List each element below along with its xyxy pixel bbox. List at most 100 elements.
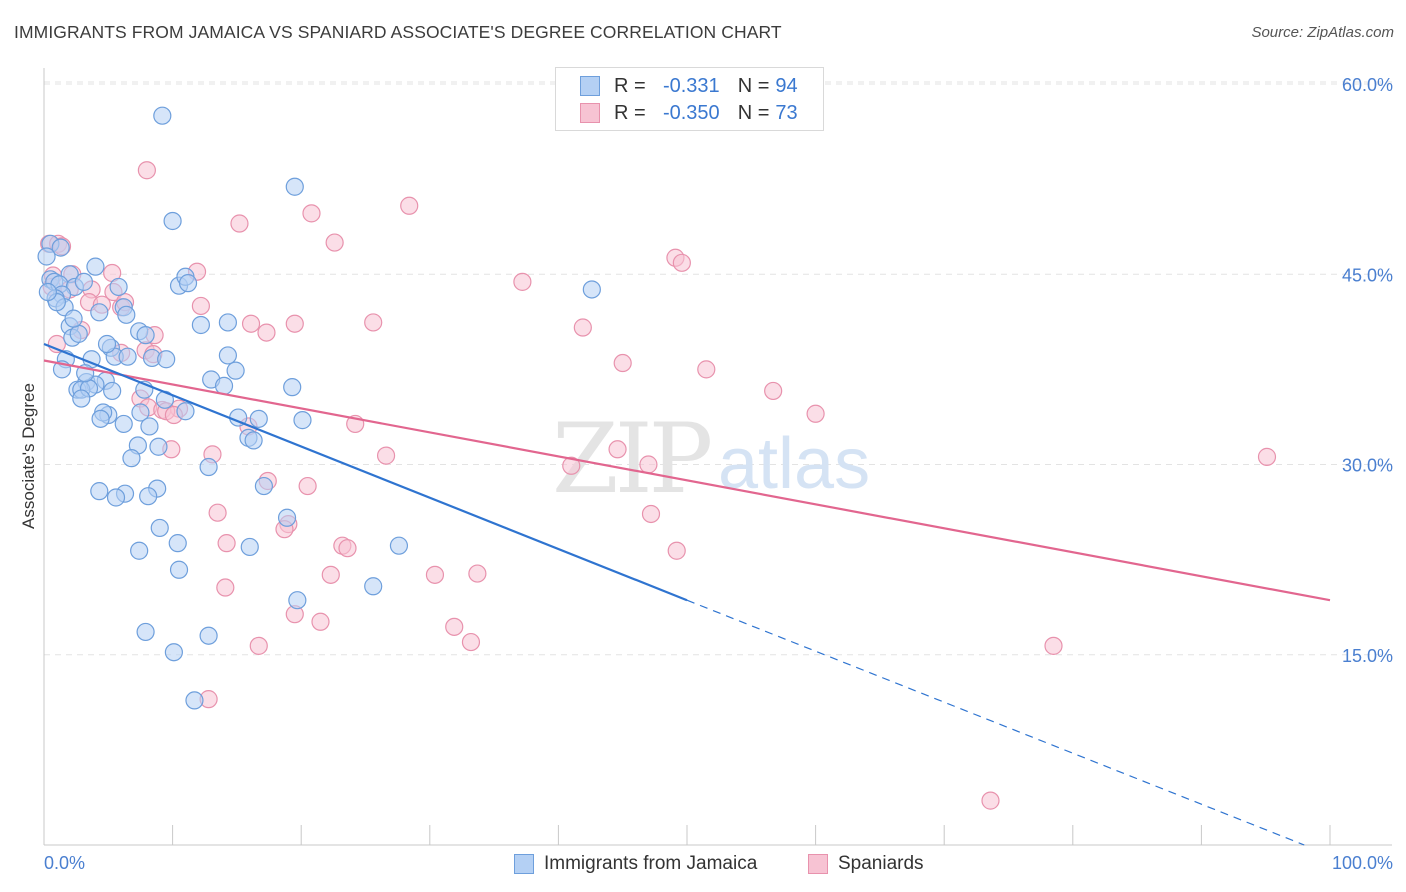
spaniard-point <box>641 504 661 524</box>
spaniard-point <box>217 534 236 553</box>
gridlines <box>44 81 1392 656</box>
spaniard-point <box>806 404 825 423</box>
bottom-swatch-spaniards <box>808 854 828 874</box>
tick-labels: 15.0% 30.0% 45.0% 60.0% 0.0% 100.0% <box>44 75 1393 873</box>
jamaica-point <box>582 280 601 299</box>
jamaica-point <box>122 449 141 468</box>
jamaica-point <box>106 488 126 507</box>
jamaica-point <box>364 577 383 596</box>
spaniard-point <box>208 503 227 522</box>
jamaica-point <box>293 411 312 430</box>
spaniard-point <box>298 476 317 496</box>
jamaica-point <box>38 282 57 302</box>
spaniard-point <box>672 253 691 272</box>
jamaica-point <box>176 402 195 421</box>
jamaica-point <box>97 334 117 354</box>
spaniard-point <box>311 612 330 631</box>
jamaica-trend-extension <box>686 599 1305 846</box>
y-tick-label: 30.0% <box>1342 456 1393 476</box>
bottom-legend-label: Spaniards <box>838 853 924 874</box>
spaniard-point <box>1044 636 1063 655</box>
jamaica-point <box>178 274 198 293</box>
jamaica-point <box>285 177 304 196</box>
spaniard-point <box>1257 447 1277 466</box>
jamaica-point <box>240 537 259 557</box>
jamaica-point <box>244 431 263 450</box>
jamaica-point <box>254 476 274 496</box>
jamaica-points <box>37 106 601 710</box>
bottom-legend-jamaica: Immigrants from Jamaica <box>514 852 757 876</box>
spaniard-point <box>608 440 627 459</box>
jamaica-point <box>69 324 88 343</box>
jamaica-point <box>249 409 268 428</box>
jamaica-point <box>149 437 168 456</box>
source-label: Source: ZipAtlas.com <box>1251 24 1394 41</box>
spaniard-point <box>981 791 1000 810</box>
spaniard-point <box>137 161 156 180</box>
jamaica-point <box>164 643 183 662</box>
spaniard-point <box>461 632 481 652</box>
legend-row-spaniards: R = -0.350 N = 73 <box>580 101 798 125</box>
jamaica-point <box>140 417 159 436</box>
spaniard-point <box>325 233 344 252</box>
jamaica-point <box>191 315 210 335</box>
legend-r-label: R = <box>614 101 646 124</box>
jamaica-point <box>139 487 158 506</box>
spaniard-point <box>400 196 419 215</box>
watermark-zip: ZIP <box>552 403 711 515</box>
spaniard-point <box>249 636 268 655</box>
spaniard-point <box>562 456 581 475</box>
chart-title: IMMIGRANTS FROM JAMAICA VS SPANIARD ASSO… <box>14 22 782 42</box>
spaniard-point <box>468 564 487 583</box>
jamaica-point <box>277 508 297 527</box>
jamaica-point <box>131 403 150 422</box>
jamaica-point <box>214 376 234 395</box>
spaniard-point <box>513 272 532 291</box>
jamaica-point <box>153 106 172 125</box>
jamaica-point <box>90 482 109 501</box>
jamaica-point <box>218 346 237 365</box>
jamaica-point <box>288 591 307 610</box>
y-axis-label: Associate's Degree <box>19 383 38 529</box>
jamaica-point <box>283 378 302 397</box>
bottom-legend-spaniards: Spaniards <box>808 852 924 876</box>
y-tick-label: 45.0% <box>1342 265 1393 285</box>
spaniard-point <box>445 617 464 636</box>
jamaica-point <box>109 277 128 297</box>
spaniard-point <box>697 360 716 379</box>
jamaica-point <box>37 247 56 266</box>
spaniard-point <box>302 204 321 223</box>
axes <box>43 68 1392 846</box>
jamaica-point <box>163 211 182 231</box>
legend-n-value: 94 <box>775 74 798 97</box>
jamaica-trend-line <box>43 342 688 602</box>
jamaica-point <box>150 518 169 538</box>
spaniard-point <box>573 318 592 337</box>
bottom-swatch-jamaica <box>514 854 534 874</box>
spaniards-trend-line <box>43 359 1331 602</box>
x-tick-label: 0.0% <box>44 853 85 873</box>
jamaica-point <box>169 560 189 579</box>
jamaica-point <box>218 313 237 332</box>
jamaica-point <box>90 303 109 322</box>
spaniard-point <box>376 446 396 465</box>
y-tick-label: 60.0% <box>1342 75 1393 95</box>
jamaica-point <box>136 326 155 345</box>
jamaica-point <box>74 272 93 291</box>
jamaica-point <box>86 257 105 276</box>
jamaica-point <box>114 414 133 434</box>
spaniard-point <box>667 541 686 560</box>
jamaica-point <box>389 536 409 555</box>
spaniard-point <box>230 214 249 233</box>
spaniard-point <box>639 455 658 474</box>
stats-legend: R = -0.331 N = 94 R = -0.350 N = 73 <box>555 67 824 131</box>
spaniard-point <box>191 296 210 316</box>
jamaica-point <box>157 350 176 369</box>
jamaica-point <box>117 305 136 324</box>
legend-n-value: 73 <box>775 101 798 124</box>
jamaica-point <box>130 541 149 560</box>
jamaica-point <box>136 622 155 642</box>
spaniard-point <box>216 578 235 597</box>
bottom-legend-label: Immigrants from Jamaica <box>544 853 758 874</box>
trend-lines <box>43 342 1331 846</box>
